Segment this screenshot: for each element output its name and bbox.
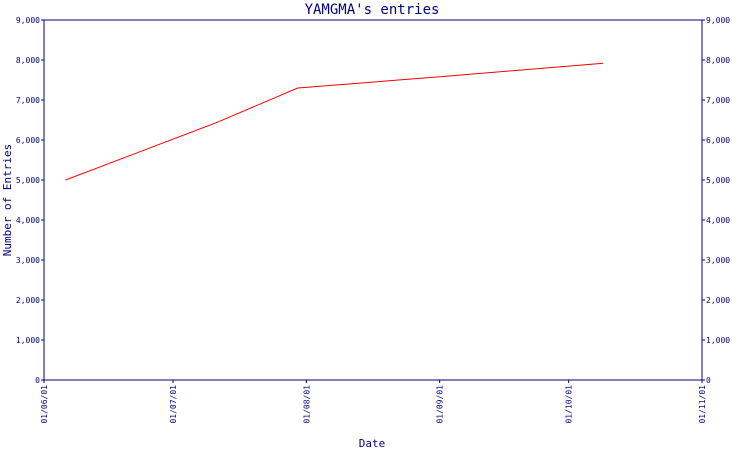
y-tick-label-left: 2,000 xyxy=(16,296,40,305)
y-tick-label-right: 3,000 xyxy=(706,256,730,265)
x-axis: 01/06/01 01/07/01 01/08/01 01/09/01 01/10/01… xyxy=(40,380,707,424)
x-tick-label: 01/09/01 xyxy=(436,385,445,424)
y-tick-label-left: 3,000 xyxy=(16,256,40,265)
y-tick-label-left: 8,000 xyxy=(16,56,40,65)
chart-title: YAMGMA's entries xyxy=(305,2,440,18)
y-tick-label-left: 1,000 xyxy=(16,336,40,345)
plot-frame xyxy=(43,19,703,381)
y-tick-label-right: 5,000 xyxy=(706,176,730,185)
y-axis-label: Number of Entries xyxy=(1,144,14,257)
x-tick-label: 01/06/01 xyxy=(40,385,49,424)
y-tick-label-right: 8,000 xyxy=(706,56,730,65)
x-axis-label: Date xyxy=(359,437,386,450)
y-axis-right: 0 1,000 2,000 3,000 4,000 5,000 6,000 7,000 8,00… xyxy=(702,16,730,385)
x-tick-label: 01/11/01 xyxy=(698,385,707,424)
y-tick-label-right: 4,000 xyxy=(706,216,730,225)
y-tick-label-right: 0 xyxy=(706,376,711,385)
y-tick-label-right: 7,000 xyxy=(706,96,730,105)
y-tick-label-right: 2,000 xyxy=(706,296,730,305)
x-tick-label: 01/10/01 xyxy=(565,385,574,424)
x-tick-label: 01/08/01 xyxy=(302,385,311,424)
y-tick-label-left: 9,000 xyxy=(16,16,40,25)
series-group xyxy=(65,62,604,181)
y-tick-label-left: 6,000 xyxy=(16,136,40,145)
y-tick-label-left: 7,000 xyxy=(16,96,40,105)
y-tick-label-right: 9,000 xyxy=(706,16,730,25)
series-line xyxy=(65,62,604,181)
y-tick-label-right: 1,000 xyxy=(706,336,730,345)
y-tick-label-left: 5,000 xyxy=(16,176,40,185)
y-tick-label-left: 0 xyxy=(35,376,40,385)
y-axis-left: 0 1,000 2,000 3,000 4,000 5,000 6,000 7,000 8,00… xyxy=(16,16,44,385)
y-tick-label-right: 6,000 xyxy=(706,136,730,145)
x-tick-label: 01/07/01 xyxy=(169,385,178,424)
y-tick-label-left: 4,000 xyxy=(16,216,40,225)
